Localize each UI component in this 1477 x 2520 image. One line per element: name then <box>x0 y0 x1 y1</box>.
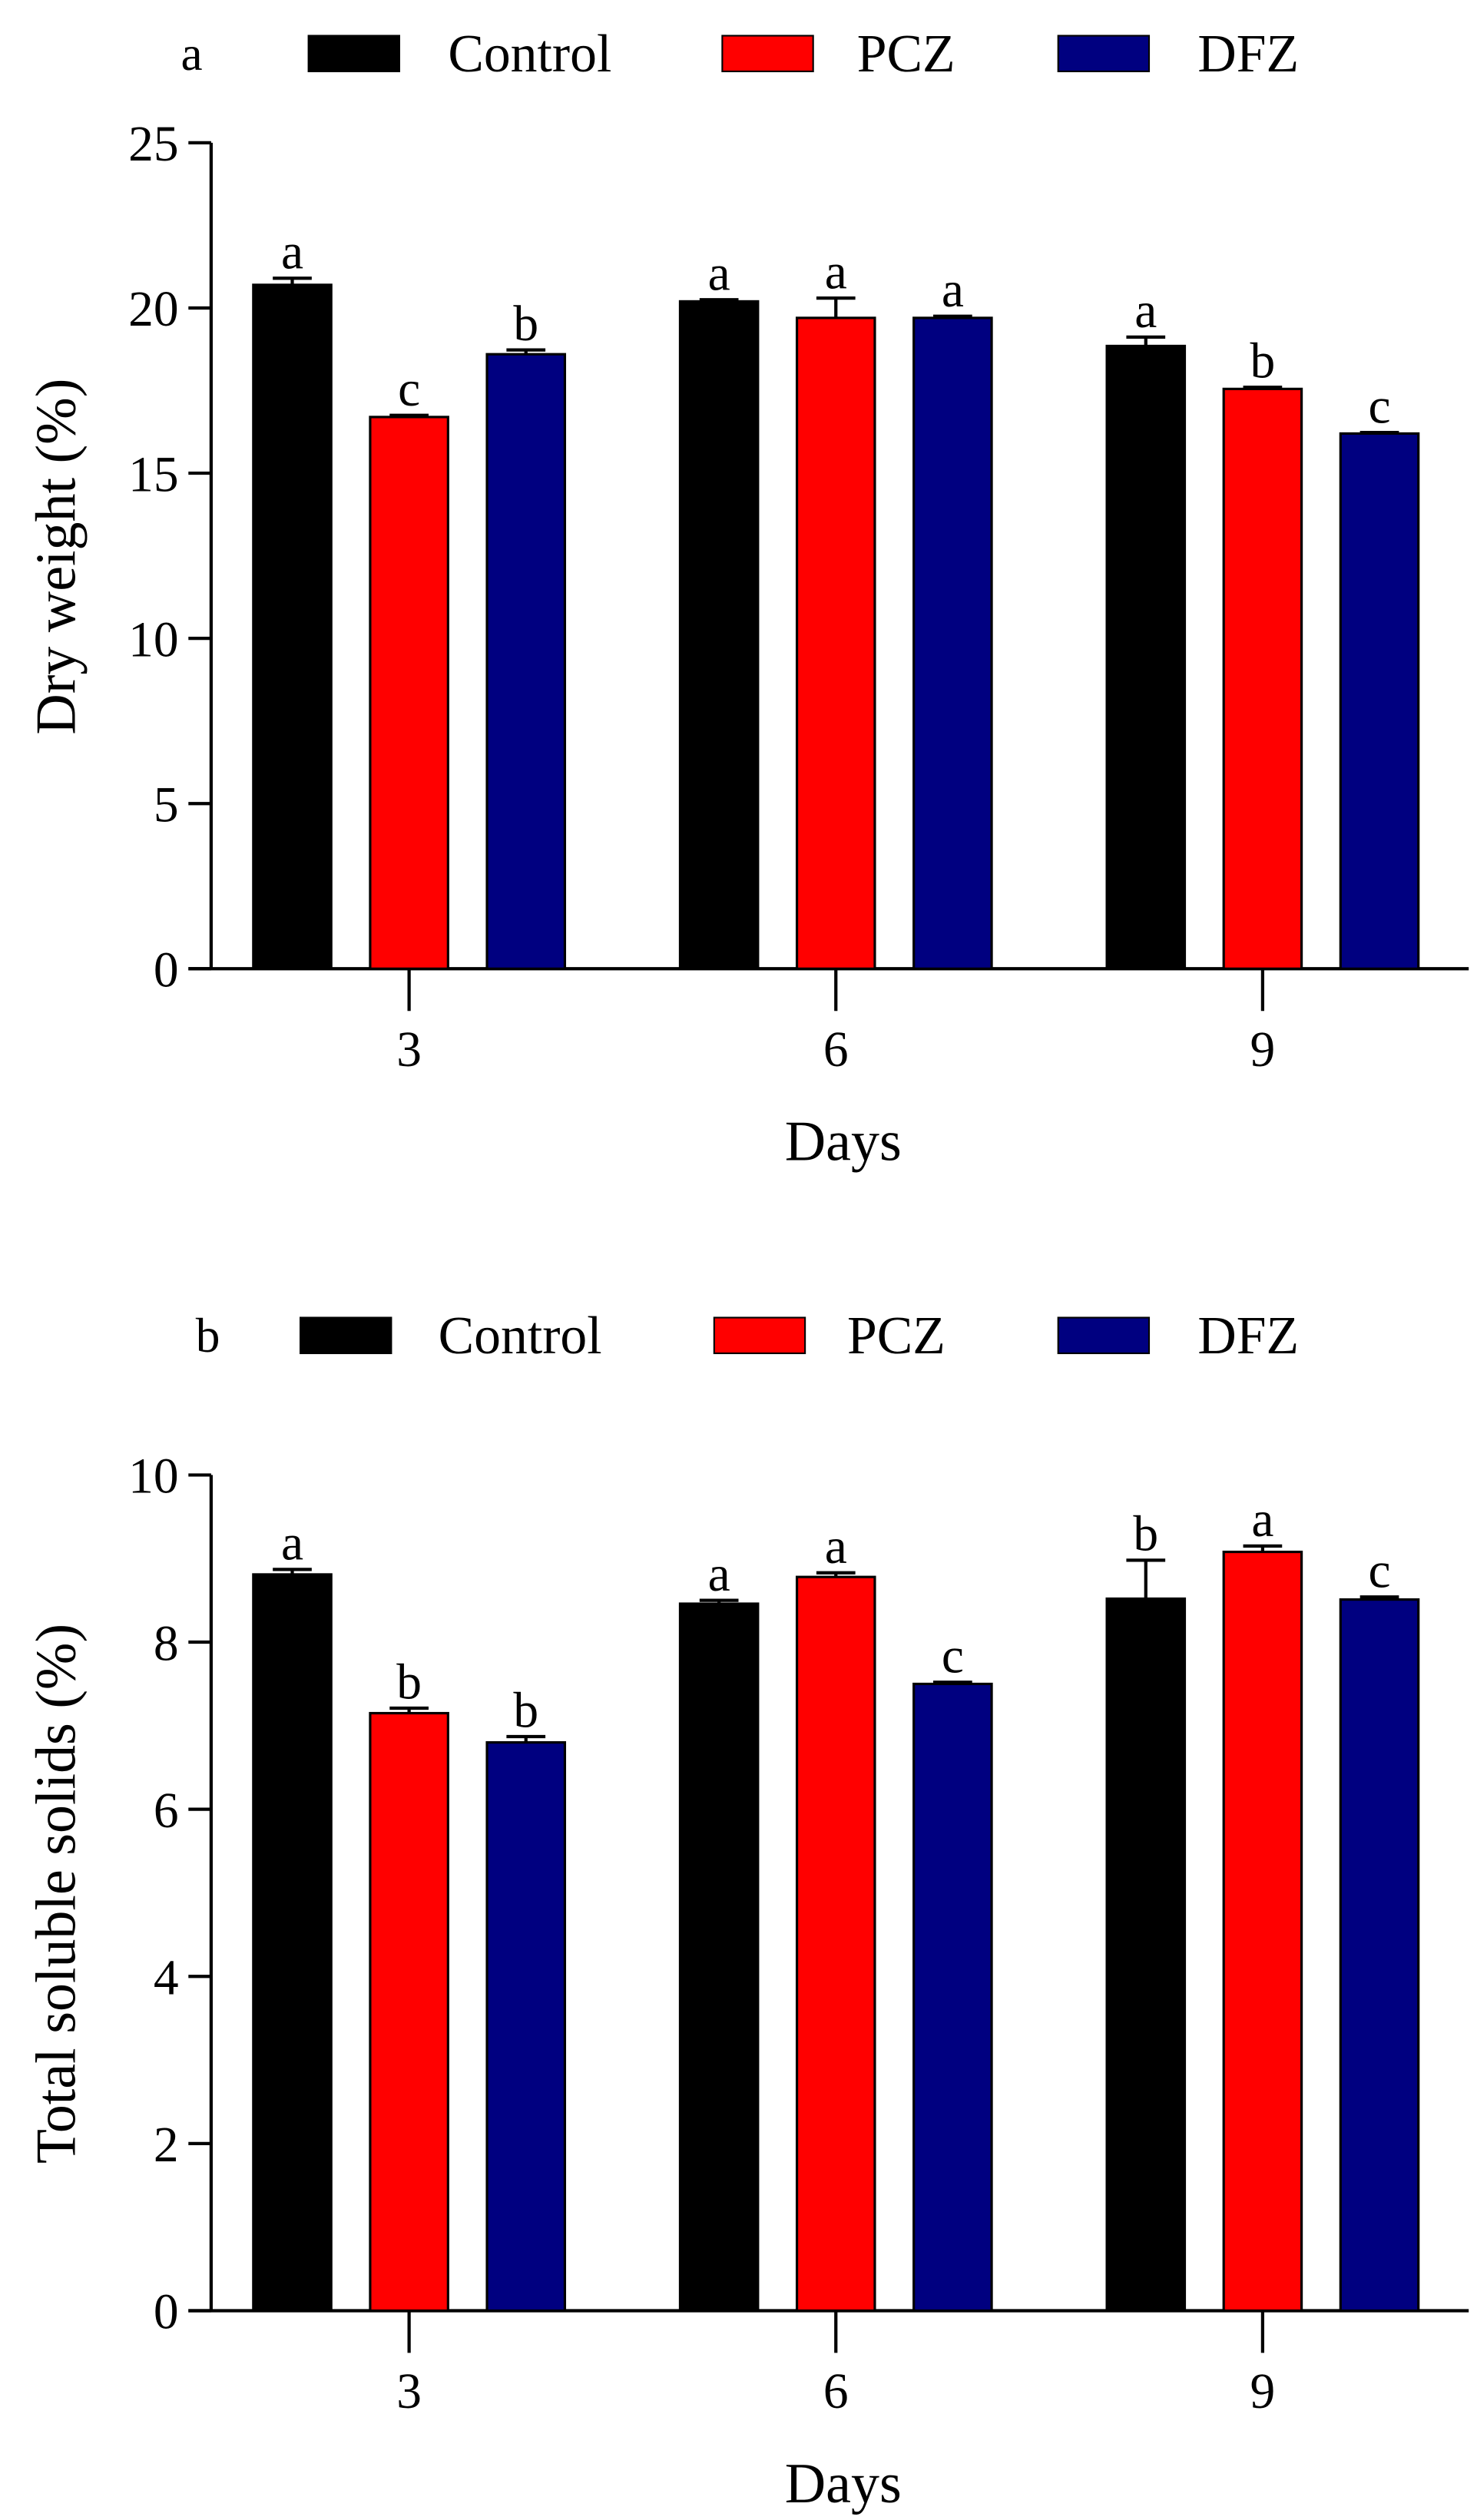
significance-letter: c <box>1368 1544 1390 1599</box>
bar-pcz-day-6 <box>795 1575 876 2313</box>
bar-control-day-6 <box>678 300 760 970</box>
x-tick-label: 9 <box>1250 2364 1276 2419</box>
significance-letter: a <box>1134 283 1157 339</box>
panel-label: a <box>180 27 202 81</box>
y-tick-label: 0 <box>154 943 179 998</box>
chart-panel-a: a Control PCZ DFZ 0 5 10 15 20 25 3 6 9 Days Dry weigh… <box>24 25 1469 1173</box>
legend-label-dfz: DFZ <box>1197 25 1299 84</box>
bar-dfz-day-6 <box>912 1682 993 2313</box>
y-tick-label: 25 <box>128 117 178 172</box>
legend-label-control: Control <box>439 1306 602 1366</box>
bar-dfz-day-9 <box>1339 1598 1420 2313</box>
significance-letter: a <box>825 244 847 300</box>
legend-label-control: Control <box>448 25 611 84</box>
y-tick-label: 8 <box>154 1616 179 1671</box>
bar-dfz-day-9 <box>1339 432 1420 970</box>
bar-control-day-3 <box>252 1573 333 2313</box>
x-tick-label: 3 <box>396 1022 422 1078</box>
legend-swatch-control <box>300 1316 392 1355</box>
x-tick-label: 3 <box>396 2364 422 2419</box>
legend-swatch-control <box>307 35 401 73</box>
x-tick-label: 6 <box>823 1022 849 1078</box>
significance-letter: a <box>281 225 303 280</box>
significance-letter: a <box>281 1516 303 1571</box>
significance-letter: a <box>825 1519 847 1575</box>
y-tick-label: 6 <box>154 1783 179 1839</box>
legend-label-dfz: DFZ <box>1197 1306 1299 1366</box>
y-tick-label: 4 <box>154 1950 179 2005</box>
y-tick-label: 0 <box>154 2285 179 2340</box>
y-tick-label: 5 <box>154 777 179 833</box>
bar-pcz-day-3 <box>369 416 449 970</box>
significance-letter: a <box>942 263 964 318</box>
legend-swatch-pcz <box>713 1316 806 1355</box>
y-axis-label: Dry weight (%) <box>24 379 87 735</box>
legend-swatch-dfz <box>1057 1316 1151 1355</box>
bar-pcz-day-9 <box>1222 387 1303 970</box>
bar-control-day-6 <box>678 1602 760 2313</box>
bar-control-day-9 <box>1105 344 1187 970</box>
significance-letter: b <box>513 296 538 352</box>
y-tick-label: 20 <box>128 282 178 337</box>
significance-letter: a <box>708 247 730 302</box>
significance-letter: a <box>708 1547 730 1602</box>
significance-letter: b <box>1250 334 1276 389</box>
bar-pcz-day-6 <box>795 316 876 970</box>
x-axis-label: Days <box>785 2452 902 2515</box>
significance-letter: c <box>942 1629 964 1684</box>
significance-letter: a <box>1251 1492 1273 1548</box>
y-tick-label: 15 <box>128 447 178 502</box>
y-tick-label: 2 <box>154 2118 179 2173</box>
bar-dfz-day-6 <box>912 316 993 970</box>
bar-dfz-day-3 <box>485 353 567 970</box>
chart-panel-b: b Control PCZ DFZ 0 2 4 6 8 10 3 6 9 Days Total solubl… <box>24 1306 1469 2515</box>
significance-letter: c <box>1368 379 1390 434</box>
significance-letter: b <box>396 1654 422 1710</box>
x-axis-label: Days <box>785 1110 902 1173</box>
legend-label-pcz: PCZ <box>847 1306 945 1366</box>
significance-letter: b <box>1133 1507 1158 1562</box>
y-tick-label: 10 <box>128 612 178 667</box>
y-tick-label: 10 <box>128 1449 178 1505</box>
legend-swatch-pcz <box>721 35 814 73</box>
bar-control-day-9 <box>1105 1597 1187 2313</box>
bar-pcz-day-3 <box>369 1711 449 2313</box>
bar-control-day-3 <box>252 283 333 970</box>
significance-letter: c <box>398 362 420 417</box>
x-tick-label: 6 <box>823 2364 849 2419</box>
panel-label: b <box>196 1309 220 1363</box>
legend-swatch-dfz <box>1057 35 1151 73</box>
bar-pcz-day-9 <box>1222 1550 1303 2313</box>
y-axis-label: Total soluble solids (%) <box>24 1624 87 2164</box>
legend-label-pcz: PCZ <box>857 25 955 84</box>
significance-letter: b <box>513 1683 538 1738</box>
x-tick-label: 9 <box>1250 1022 1276 1078</box>
bar-dfz-day-3 <box>485 1741 567 2313</box>
